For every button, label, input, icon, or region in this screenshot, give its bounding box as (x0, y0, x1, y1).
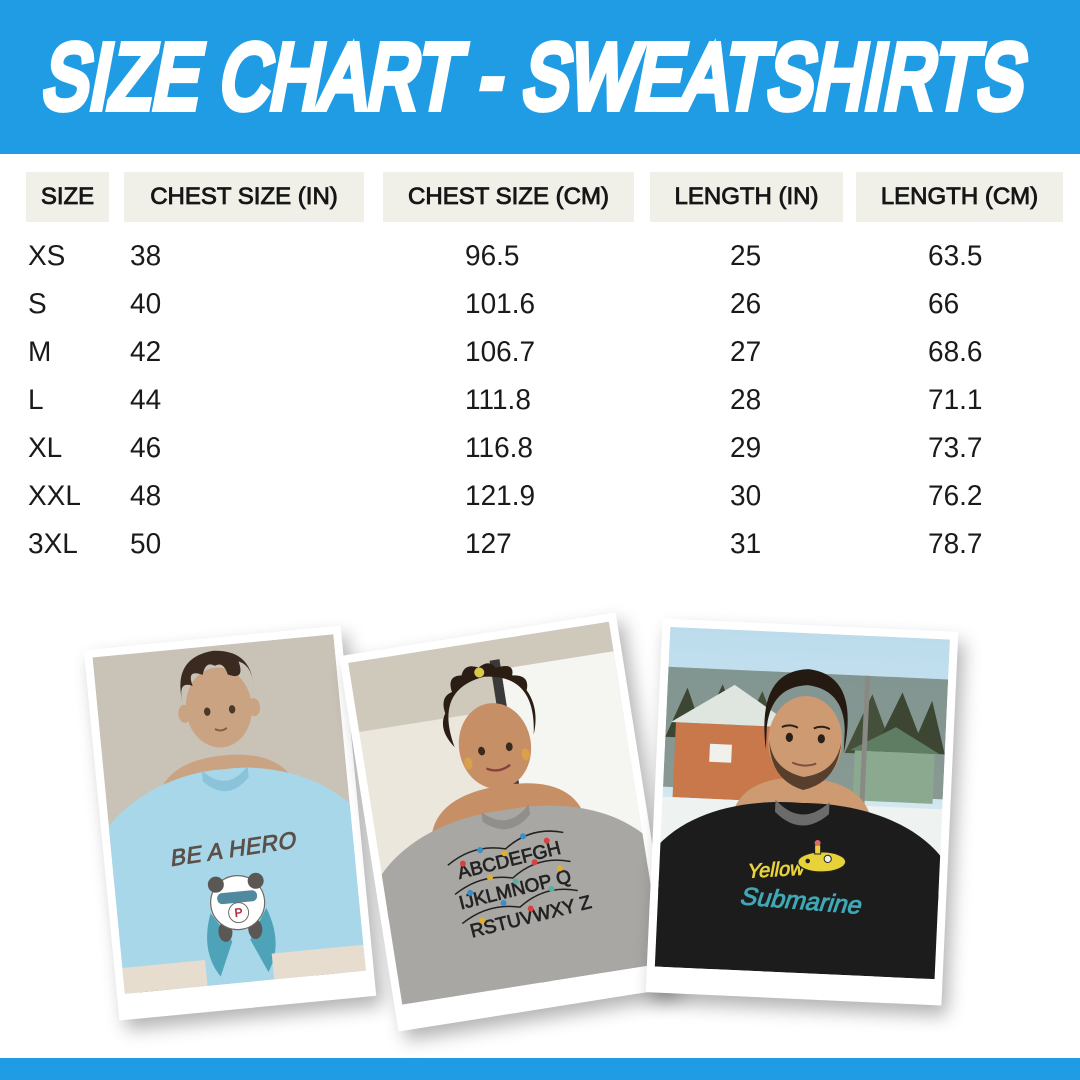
svg-text:P: P (234, 905, 243, 920)
